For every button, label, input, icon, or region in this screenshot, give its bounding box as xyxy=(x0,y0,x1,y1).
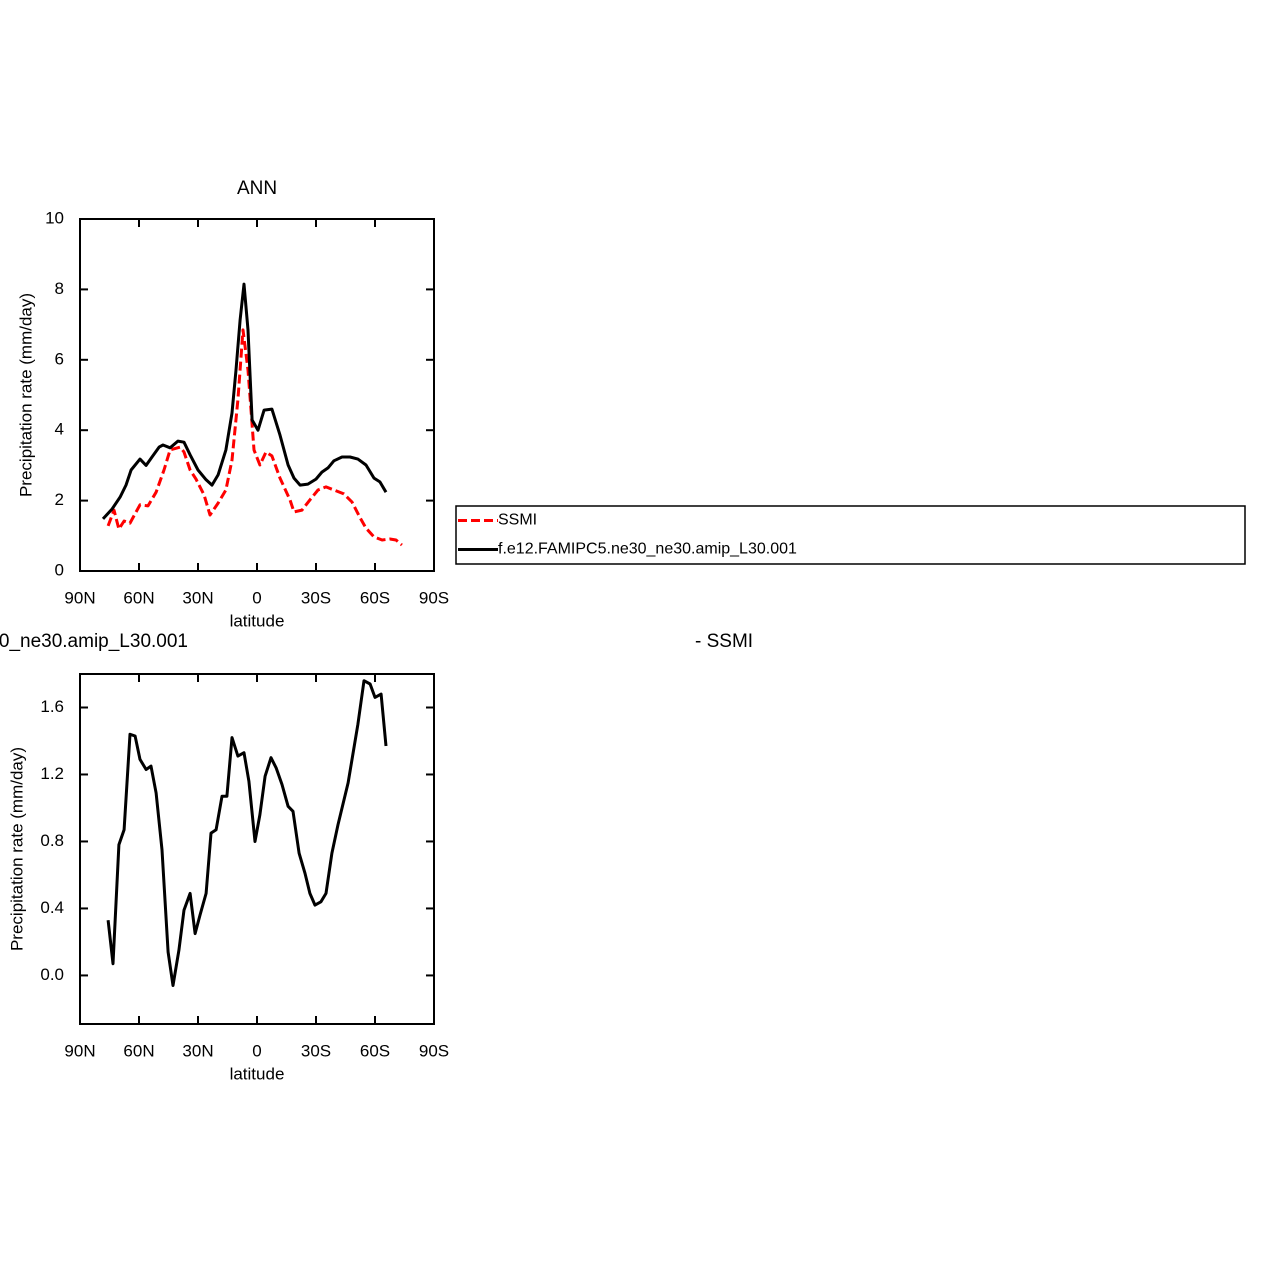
series-line xyxy=(101,282,388,520)
x-tick-label: 30N xyxy=(182,1041,213,1060)
x-tick-label: 30N xyxy=(182,588,213,607)
y-tick-label: 0.0 xyxy=(40,965,64,984)
right-string: - SSMI xyxy=(695,631,753,652)
x-tick-label: 90S xyxy=(419,1041,449,1060)
chart-title: ANN xyxy=(237,178,277,199)
x-tick-label: 90S xyxy=(419,588,449,607)
y-axis-label: Precipitation rate (mm/day) xyxy=(7,747,26,951)
x-tick-label: 0 xyxy=(252,588,261,607)
series-line xyxy=(106,328,403,547)
y-tick-label: 10 xyxy=(45,208,64,227)
x-tick-label: 0 xyxy=(252,1041,261,1060)
y-tick-label: 4 xyxy=(55,420,64,439)
x-axis-label: latitude xyxy=(230,611,285,630)
series-line xyxy=(106,679,388,987)
legend-label: f.e12.FAMIPC5.ne30_ne30.amip_L30.001 xyxy=(498,541,797,558)
y-tick-label: 6 xyxy=(55,349,64,368)
legend-box xyxy=(455,505,1246,565)
x-tick-label: 30S xyxy=(301,588,331,607)
y-tick-label: 1.2 xyxy=(40,764,64,783)
y-tick-label: 1.6 xyxy=(40,697,64,716)
x-tick-label: 30S xyxy=(301,1041,331,1060)
x-tick-label: 60S xyxy=(360,588,390,607)
y-tick-label: 0.4 xyxy=(40,898,64,917)
left-string: f.e12.FAMIPC5.ne30_ne30.amip_L30.001 xyxy=(0,631,188,652)
x-tick-label: 90N xyxy=(64,1041,95,1060)
x-tick-label: 60S xyxy=(360,1041,390,1060)
y-tick-label: 0.8 xyxy=(40,831,64,850)
x-axis-label: latitude xyxy=(230,1064,285,1083)
x-tick-label: 60N xyxy=(123,1041,154,1060)
plot-frame xyxy=(79,673,435,1025)
y-tick-label: 0 xyxy=(55,560,64,579)
x-tick-label: 60N xyxy=(123,588,154,607)
y-tick-label: 2 xyxy=(55,490,64,509)
y-tick-label: 8 xyxy=(55,279,64,298)
x-tick-label: 90N xyxy=(64,588,95,607)
y-axis-label: Precipitation rate (mm/day) xyxy=(16,293,35,497)
legend-label: SSMI xyxy=(498,512,537,529)
